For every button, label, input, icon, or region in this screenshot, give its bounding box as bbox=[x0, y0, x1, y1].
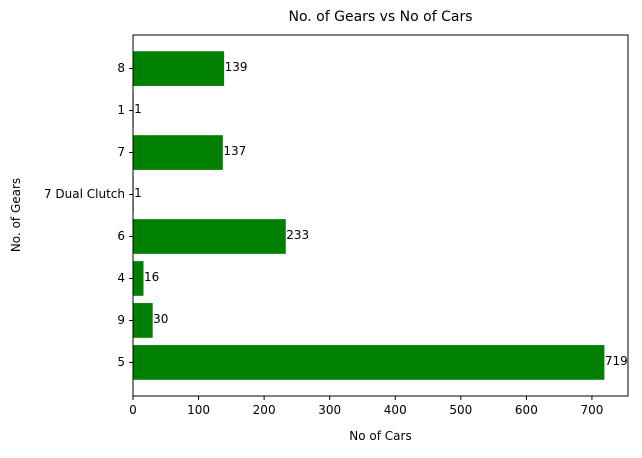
y-axis: 5 9 4 6 7 Dual Clutch 7 1 8 bbox=[44, 61, 133, 369]
chart-title: No. of Gears vs No of Cars bbox=[288, 9, 472, 25]
bar-value-label: 16 bbox=[144, 270, 159, 284]
x-tick-label: 100 bbox=[187, 403, 210, 417]
y-tick-label: 7 bbox=[117, 145, 125, 159]
y-tick-label: 1 bbox=[117, 103, 125, 117]
y-tick-label: 7 Dual Clutch bbox=[44, 187, 125, 201]
bar bbox=[133, 135, 223, 170]
plot-frame bbox=[132, 34, 629, 397]
x-axis-label: No of Cars bbox=[349, 429, 411, 443]
y-tick-label: 8 bbox=[117, 61, 125, 75]
bars-layer bbox=[133, 51, 605, 380]
bar-value-label: 719 bbox=[605, 354, 628, 368]
x-tick-label: 300 bbox=[318, 403, 341, 417]
x-axis: 0 100 200 300 400 500 600 700 bbox=[129, 396, 603, 417]
y-tick-label: 6 bbox=[117, 229, 125, 243]
x-tick-label: 200 bbox=[253, 403, 276, 417]
x-tick-label: 700 bbox=[580, 403, 603, 417]
bar-value-label: 1 bbox=[134, 186, 142, 200]
bar bbox=[133, 345, 605, 380]
bar-value-label: 30 bbox=[153, 312, 168, 326]
x-tick-label: 400 bbox=[384, 403, 407, 417]
y-tick-label: 4 bbox=[117, 271, 125, 285]
bar-value-label: 137 bbox=[223, 144, 246, 158]
y-axis-label: No. of Gears bbox=[9, 178, 23, 252]
bar bbox=[133, 303, 153, 338]
y-tick-label: 5 bbox=[117, 355, 125, 369]
bar bbox=[133, 219, 286, 254]
data-labels-layer: 719 30 16 233 1 137 1 139 bbox=[134, 60, 628, 368]
x-tick-label: 500 bbox=[449, 403, 472, 417]
bar-value-label: 139 bbox=[225, 60, 248, 74]
y-tick-label: 9 bbox=[117, 313, 125, 327]
bar-value-label: 233 bbox=[286, 228, 309, 242]
bar-value-label: 1 bbox=[134, 102, 142, 116]
bar bbox=[133, 261, 144, 296]
x-tick-label: 0 bbox=[129, 403, 137, 417]
x-tick-label: 600 bbox=[515, 403, 538, 417]
bar bbox=[133, 51, 225, 86]
